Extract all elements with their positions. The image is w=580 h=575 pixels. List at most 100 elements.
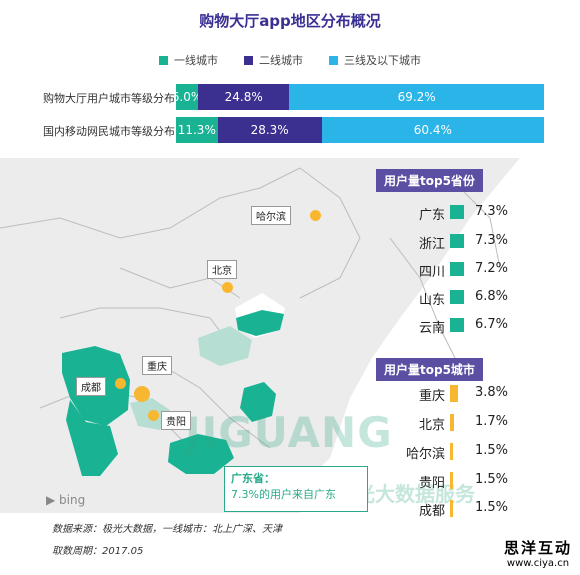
brand-logo: 思洋互动 www.ciya.cn (504, 537, 572, 569)
border-line (389, 237, 461, 369)
bar-value-label: 28.3% (250, 123, 289, 137)
bar-row-netizens: 国内移动网民城市等级分布 11.3% 28.3% 60.4% (0, 117, 580, 143)
border-line (149, 357, 271, 449)
china-map: JIGUANG 极光大数据服务 哈尔滨 北京 重庆 成都 贵阳 用户量top5省… (0, 158, 580, 513)
border-line (299, 167, 361, 299)
segment-tier2: 24.8% (198, 84, 290, 110)
city-name: 北京 (418, 418, 445, 433)
province-name: 广东 (418, 208, 445, 223)
city-name: 贵阳 (418, 476, 445, 491)
legend-label-tier1: 一线城市 (174, 54, 218, 67)
legend-item-tier3: 三线及以下城市 (329, 52, 421, 68)
province-zhejiang (240, 382, 276, 422)
city-value-bar (450, 443, 453, 460)
province-rank-row: 浙江 7.3% (393, 230, 543, 254)
segment-tier1: 6.0% (176, 84, 199, 110)
city-rank-row: 贵阳 1.5% (393, 469, 543, 493)
city-value-bar (450, 472, 453, 489)
province-rank-row: 山东 6.8% (393, 286, 543, 310)
province-value: 6.7% (475, 317, 509, 332)
stacked-bar: 6.0% 24.8% 69.2% (176, 84, 544, 110)
city-name: 哈尔滨 (405, 447, 445, 462)
province-value: 7.3% (475, 233, 509, 248)
guangdong-callout: 广东省： 7.3%的用户来自广东 (224, 466, 368, 512)
bar-value-label: 69.2% (397, 90, 436, 104)
city-name: 重庆 (418, 389, 445, 404)
city-value: 1.5% (475, 472, 509, 487)
province-value-marker (450, 318, 464, 332)
border-line (0, 167, 301, 239)
chart-title: 购物大厅app地区分布概况 (199, 12, 381, 30)
city-label-guiyang: 贵阳 (161, 411, 191, 430)
province-name: 云南 (418, 321, 445, 336)
bing-label: bing (59, 493, 86, 507)
province-rank-row: 广东 7.3% (393, 201, 543, 225)
brand-url: www.ciya.cn (506, 558, 570, 569)
map-shapes (0, 158, 580, 513)
city-dot-beijing (222, 282, 233, 293)
city-value-bar (450, 500, 453, 517)
bar-value-label: 60.4% (413, 123, 452, 137)
province-value-marker (450, 290, 464, 304)
legend-item-tier2: 二线城市 (244, 52, 303, 68)
province-rank-row: 四川 7.2% (393, 258, 543, 282)
province-rank-row: 云南 6.7% (393, 314, 543, 338)
city-label-chengdu: 成都 (76, 377, 106, 396)
segment-tier1: 11.3% (176, 117, 218, 143)
bing-logo: ▶ bing (46, 493, 85, 507)
city-value: 1.5% (475, 500, 509, 515)
bar-value-label: 11.3% (177, 123, 216, 137)
highlight-region (198, 326, 252, 366)
bar-row-app-users: 购物大厅用户城市等级分布 6.0% 24.8% 69.2% (0, 84, 580, 110)
province-yunnan (66, 400, 118, 476)
city-rank-row: 重庆 3.8% (393, 382, 543, 406)
city-rank-row: 北京 1.7% (393, 411, 543, 435)
province-value: 7.2% (475, 261, 509, 276)
legend-label-tier2: 二线城市 (259, 54, 303, 67)
city-dot-chengdu (115, 378, 126, 389)
city-dot-harbin (310, 210, 321, 221)
province-shandong (236, 310, 284, 336)
city-value-bar (450, 414, 454, 431)
city-name: 成都 (418, 504, 445, 519)
province-name: 山东 (418, 293, 445, 308)
province-value-marker (450, 234, 464, 248)
segment-tier2: 28.3% (217, 117, 322, 143)
brand-name: 思洋互动 (503, 539, 572, 557)
city-value-bar (450, 385, 458, 402)
footer-source: 数据来源：极光大数据，一线城市：北上广深、天津 (52, 524, 282, 535)
bar-row-label: 国内移动网民城市等级分布 (43, 125, 175, 138)
city-value: 3.8% (475, 385, 509, 400)
city-label-harbin: 哈尔滨 (251, 206, 291, 225)
callout-title: 广东省： (231, 472, 275, 485)
province-name: 浙江 (418, 237, 445, 252)
city-dot-chongqing (134, 386, 150, 402)
segment-tier3: 60.4% (321, 117, 544, 143)
legend-swatch-tier3 (329, 55, 338, 65)
province-value-marker (450, 262, 464, 276)
segment-tier3: 69.2% (289, 84, 544, 110)
province-value-marker (450, 205, 464, 219)
city-rank-row: 哈尔滨 1.5% (393, 440, 543, 464)
top-provinces-heading: 用户量top5省份 (376, 169, 483, 192)
province-value: 6.8% (475, 289, 509, 304)
sea-area (300, 158, 580, 513)
callout-text: 7.3%的用户来自广东 (231, 488, 336, 501)
footer-period: 取数周期：2017.05 (52, 546, 144, 557)
legend-swatch-tier1 (159, 55, 168, 65)
bing-icon: ▶ (46, 493, 60, 507)
legend-swatch-tier2 (244, 55, 253, 65)
stacked-bar: 11.3% 28.3% 60.4% (176, 117, 544, 143)
legend-label-tier3: 三线及以下城市 (344, 54, 421, 67)
bar-value-label: 6.0% (176, 90, 198, 104)
province-guangdong (168, 434, 234, 474)
city-value: 1.7% (475, 414, 509, 429)
legend: 一线城市 二线城市 三线及以下城市 (0, 52, 580, 68)
legend-item-tier1: 一线城市 (159, 52, 218, 68)
bar-row-label: 购物大厅用户城市等级分布 (43, 92, 175, 105)
province-value: 7.3% (475, 204, 509, 219)
city-rank-row: 成都 1.5% (393, 497, 543, 521)
watermark: JIGUANG (185, 408, 393, 457)
border-line (459, 187, 501, 269)
province-name: 四川 (418, 265, 445, 280)
